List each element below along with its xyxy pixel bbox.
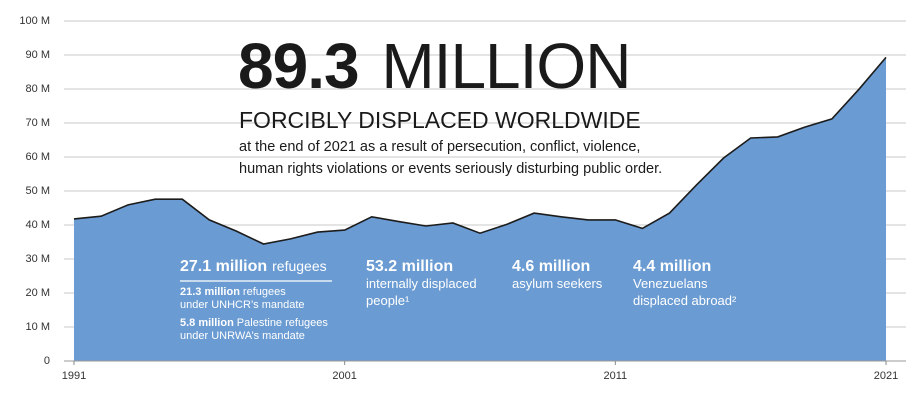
- y-tick-label: 40 M: [26, 219, 50, 231]
- stat-value: 53.2 million: [366, 258, 453, 275]
- stat-label: people¹: [366, 293, 410, 308]
- stat-label: refugees: [272, 258, 326, 274]
- description-line: at the end of 2021 as a result of persec…: [239, 139, 640, 155]
- detail-value: 5.8 million: [180, 317, 234, 329]
- stat-value: 4.4 million: [633, 258, 711, 275]
- x-tick-label: 1991: [62, 370, 86, 382]
- detail-label: under UNHCR’s mandate: [180, 299, 305, 311]
- stat-label: internally displaced: [366, 276, 477, 291]
- stat-label: Venezuelans: [633, 276, 708, 291]
- y-tick-label: 30 M: [26, 253, 50, 265]
- description-line: human rights violations or events seriou…: [239, 161, 662, 177]
- area-layer: [64, 56, 906, 362]
- y-tick-label: 60 M: [26, 151, 50, 163]
- detail-label: under UNRWA’s mandate: [180, 330, 305, 342]
- headline: 89.3 MILLION: [238, 30, 630, 102]
- y-tick-label: 70 M: [26, 117, 50, 129]
- detail-label: Palestine refugees: [237, 317, 329, 329]
- y-tick-label: 0: [44, 355, 50, 367]
- stat-label: displaced abroad²: [633, 293, 737, 308]
- detail: 5.8 million Palestine refugees: [180, 317, 328, 329]
- stat-value: 27.1 million: [180, 258, 267, 275]
- headline-number: 89.3: [238, 30, 359, 102]
- y-tick-label: 10 M: [26, 321, 50, 333]
- y-tick-label: 50 M: [26, 185, 50, 197]
- y-tick-label: 80 M: [26, 83, 50, 95]
- description: at the end of 2021 as a result of persec…: [239, 139, 662, 177]
- x-tick-label: 2021: [874, 370, 898, 382]
- y-tick-label: 100 M: [19, 15, 50, 27]
- stat-label: asylum seekers: [512, 276, 603, 291]
- subtitle: FORCIBLY DISPLACED WORLDWIDE: [239, 107, 641, 133]
- area-line: [73, 56, 887, 245]
- x-tick-label: 2011: [604, 370, 628, 382]
- axes: 0 10 M 20 M 30 M 40 M 50 M 60 M 70 M 80 M 90 M 100…: [19, 15, 898, 382]
- y-tick-label: 20 M: [26, 287, 50, 299]
- detail-label: refugees: [243, 286, 286, 298]
- area-fill: [74, 57, 886, 362]
- detail: 21.3 million refugees: [180, 286, 286, 298]
- headline-unit: MILLION: [381, 30, 630, 102]
- stat: 27.1 million refugees: [180, 258, 327, 275]
- stat-value: 4.6 million: [512, 258, 590, 275]
- x-tick-label: 2001: [332, 370, 356, 382]
- y-tick-label: 90 M: [26, 49, 50, 61]
- detail-value: 21.3 million: [180, 286, 240, 298]
